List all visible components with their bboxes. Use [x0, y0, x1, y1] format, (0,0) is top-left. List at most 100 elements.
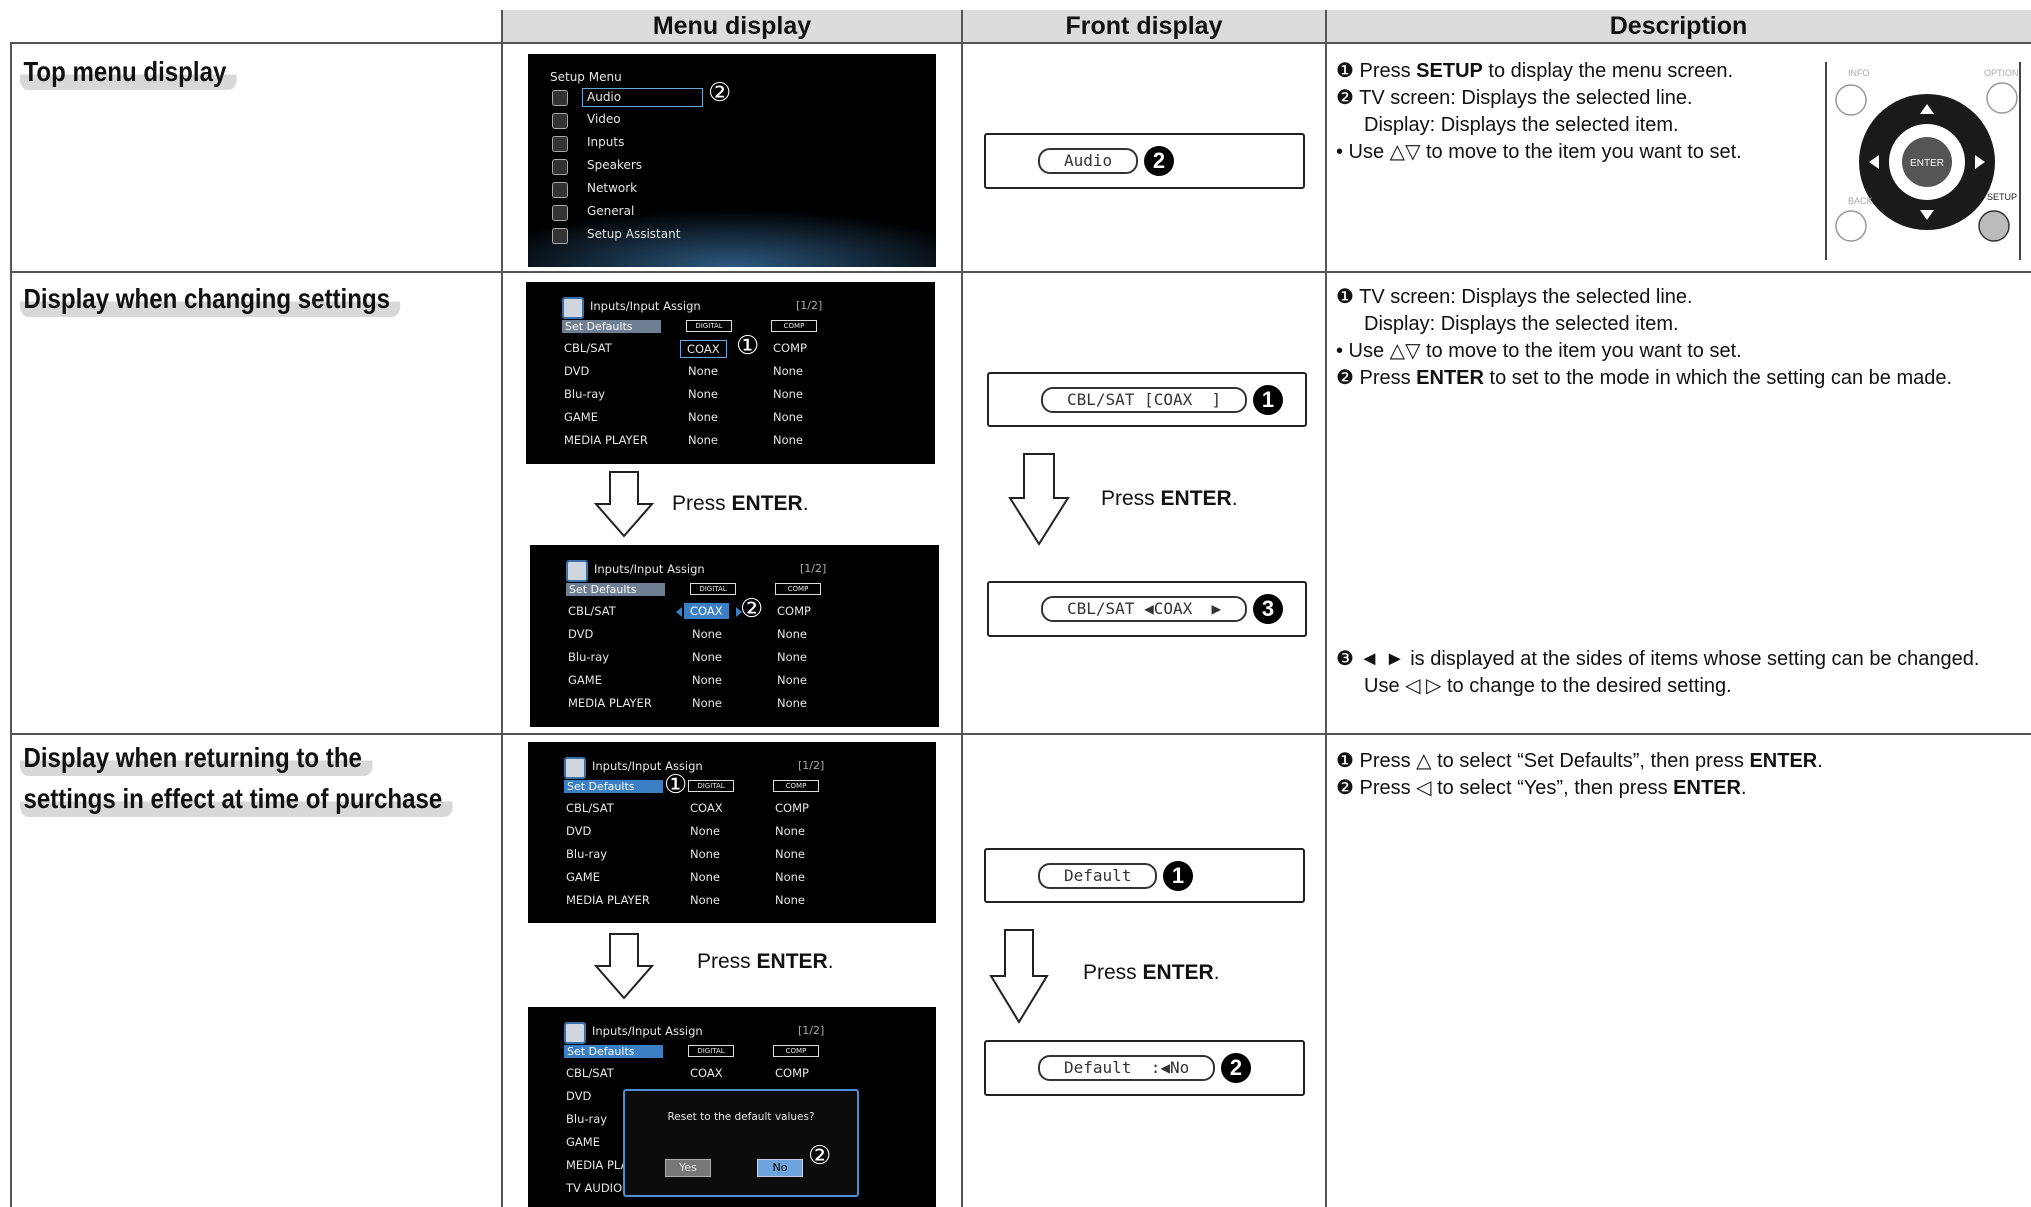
- menu-item: Audio: [582, 88, 703, 107]
- setup-menu-screen: Setup Menu Audio Video Inputs Speakers Networ…: [528, 54, 936, 267]
- cell: Blu-ray: [568, 650, 610, 664]
- text-segment: .: [1213, 961, 1220, 984]
- cell: None: [775, 847, 806, 861]
- screen-icon: [566, 560, 588, 582]
- text-segment: Use ◁ ▷ to change to the desired setting…: [1364, 675, 1732, 697]
- cell: MEDIA PLAYER: [564, 433, 648, 447]
- cell: COAX: [684, 603, 729, 619]
- cell: GAME: [568, 673, 602, 687]
- dialog: Reset to the default values? Yes No: [623, 1089, 859, 1197]
- cell: None: [773, 387, 804, 401]
- text-segment: ENTER: [1673, 777, 1741, 799]
- screen-text: Inputs/Input Assign: [592, 1024, 703, 1038]
- button-label: SETUP: [1987, 192, 2017, 202]
- down-arrow: [594, 933, 654, 1000]
- text-segment: Press: [1101, 487, 1161, 510]
- description: ❶ Press SETUP to display the menu screen…: [1336, 58, 1742, 166]
- text-segment: .: [1231, 487, 1238, 510]
- text-segment: .: [827, 950, 834, 973]
- cell: Blu-ray: [566, 1112, 608, 1126]
- screen-text: [1/2]: [798, 1024, 825, 1037]
- input-assign-screen: Inputs/Input Assign [1/2] Set Defaults DIGI…: [530, 545, 939, 727]
- input-assign-screen: Inputs/Input Assign [1/2] Set Defaults DIGI…: [526, 282, 935, 464]
- menu-icon: [552, 182, 568, 198]
- marker: ①: [736, 331, 760, 361]
- menu-icon: [552, 159, 568, 175]
- title-line: Display when changing settings: [20, 283, 401, 317]
- rule: [961, 10, 963, 1207]
- menu-icon: [552, 113, 568, 129]
- cell: DVD: [566, 824, 592, 838]
- text-segment: .: [1817, 750, 1823, 772]
- cell: None: [777, 650, 808, 664]
- cell: DVD: [566, 1089, 592, 1103]
- input-assign-screen: Inputs/Input Assign [1/2] Set Defaults DIGI…: [528, 1007, 936, 1207]
- cell: None: [775, 870, 806, 884]
- screen-text: [1/2]: [798, 759, 825, 772]
- cell: None: [688, 433, 719, 447]
- text-segment: ENTER: [1416, 367, 1484, 389]
- text-segment: .: [1740, 777, 1747, 799]
- cell: None: [692, 696, 723, 710]
- menu-item: Setup Assistant: [587, 227, 681, 241]
- menu-icon: [552, 136, 568, 152]
- cell: CBL/SAT: [566, 801, 614, 815]
- text-segment: ENTER: [731, 492, 803, 515]
- cell: COMP: [777, 604, 811, 618]
- text-segment: ❶ Press △ to select “Set Defaults”, then…: [1336, 750, 1750, 772]
- cell: None: [692, 627, 723, 641]
- press-instruction: Press ENTER.: [1083, 961, 1220, 985]
- edit-arrow: [676, 607, 682, 617]
- screen-text: COMP: [773, 780, 819, 792]
- menu-icon: [552, 90, 568, 106]
- cell: COAX: [680, 340, 727, 358]
- button-label: ENTER: [1910, 158, 1944, 169]
- cell: CBL/SAT: [564, 341, 612, 355]
- description-line: • Use △▽ to move to the item you want to…: [1336, 338, 1952, 365]
- display-text: CBL/SAT ◀COAX ▶: [1041, 596, 1248, 622]
- marker: 1: [1163, 860, 1193, 891]
- cell: None: [690, 824, 721, 838]
- rule: [1325, 10, 1327, 1207]
- screen-text: Inputs/Input Assign: [594, 562, 705, 576]
- description: ❶ TV screen: Displays the selected line.…: [1336, 284, 1952, 392]
- button: [1986, 82, 2018, 114]
- text-segment: ❷ TV screen: Displays the selected line.: [1336, 87, 1693, 109]
- marker: ②: [808, 1141, 832, 1171]
- screen-text: Set Defaults: [564, 1045, 663, 1058]
- column-header: Menu display: [502, 10, 962, 43]
- screen-text: [1/2]: [796, 299, 823, 312]
- text-segment: Display: Displays the selected item.: [1364, 114, 1679, 136]
- marker: 3: [1253, 594, 1283, 624]
- text-segment: ❶ TV screen: Displays the selected line.: [1336, 286, 1693, 308]
- cell: Blu-ray: [564, 387, 606, 401]
- description-line: Display: Displays the selected item.: [1336, 311, 1952, 338]
- button: Yes: [665, 1159, 711, 1177]
- button-label: OPTION: [1984, 68, 2019, 78]
- text-segment: to display the menu screen.: [1482, 60, 1733, 82]
- cell: None: [690, 847, 721, 861]
- text-segment: Press: [697, 950, 757, 973]
- cell: None: [692, 650, 723, 664]
- cell: COMP: [773, 341, 807, 355]
- screen-icon: [564, 1022, 586, 1044]
- cell: DVD: [564, 364, 590, 378]
- down-arrow: [594, 471, 654, 538]
- screen-text: DIGITAL: [688, 780, 734, 792]
- screen-text: Setup Menu: [550, 70, 622, 84]
- column-header: Description: [1326, 10, 2031, 43]
- cell: GAME: [566, 1135, 600, 1149]
- screen-text: Set Defaults: [564, 780, 663, 793]
- title-line: settings in effect at time of purchase: [20, 783, 453, 817]
- cell: None: [690, 870, 721, 884]
- menu-icon: [552, 228, 568, 244]
- cell: None: [773, 410, 804, 424]
- screen-text: COMP: [771, 320, 817, 332]
- screen-text: Inputs/Input Assign: [592, 759, 703, 773]
- row-title: Display when returning to the settings in…: [20, 742, 453, 824]
- display-text: Default :◀No: [1038, 1055, 1216, 1081]
- display-text: CBL/SAT [COAX ]: [1041, 386, 1248, 413]
- text-segment: Display: Displays the selected item.: [1364, 313, 1679, 335]
- text-segment: ❸ ◄ ► is displayed at the sides of items…: [1336, 648, 1980, 670]
- menu-item: General: [587, 204, 635, 218]
